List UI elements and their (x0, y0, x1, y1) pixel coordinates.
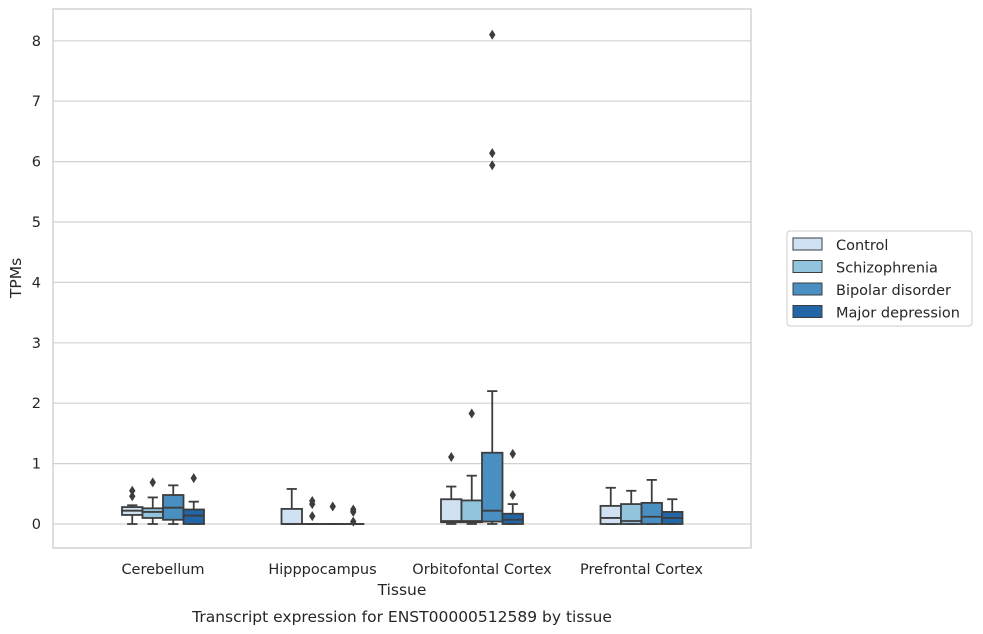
box-major-depression-3 (501, 448, 524, 525)
outlier-point-1 (489, 160, 496, 171)
y-tick-label-8: 8 (32, 34, 41, 50)
outlier-point-1 (329, 501, 336, 512)
box-major-depression-1 (182, 473, 205, 525)
y-axis-label: TPMs (7, 258, 25, 299)
x-tick-label-3: Orbitofontal Cortex (412, 562, 552, 578)
box-iqr (440, 498, 463, 524)
outlier-point-2 (509, 448, 516, 459)
outlier-point-1 (448, 451, 455, 462)
x-axis-label: Tissue (377, 581, 427, 599)
outlier-point-3 (489, 29, 496, 40)
box-bipolar-disorder-1 (162, 484, 185, 525)
box-control-4 (599, 486, 622, 525)
box-iqr (481, 451, 504, 523)
legend-frame (786, 230, 973, 327)
box-iqr (599, 504, 622, 525)
y-tick-label-4: 4 (32, 275, 41, 291)
legend-label-3: Bipolar disorder (836, 283, 951, 299)
plot-frame (52, 8, 752, 549)
legend-label-2: Schizophrenia (836, 261, 938, 277)
y-tick-label-2: 2 (32, 396, 41, 412)
outlier-point-1 (149, 477, 156, 488)
gridlines (53, 40, 751, 525)
legend-swatch-1 (792, 237, 823, 251)
outlier-point-3 (350, 504, 357, 515)
legend-swatch-4 (792, 305, 823, 318)
box-iqr (141, 507, 164, 519)
box-iqr (640, 501, 663, 525)
y-tick-label-1: 1 (32, 457, 41, 473)
y-tick-label-5: 5 (32, 215, 41, 231)
y-tick-label-3: 3 (32, 336, 41, 352)
outlier-point-1 (129, 491, 136, 502)
box-schizophrenia-2 (301, 496, 324, 525)
box-iqr (501, 512, 524, 525)
legend-label-4: Major depression (836, 306, 960, 322)
chart-title: Transcript expression for ENST0000051258… (191, 608, 612, 626)
legend-swatch-2 (792, 260, 823, 273)
y-tick-labels: 0 1 2 3 4 5 6 7 8 (32, 34, 41, 533)
outlier-point-1 (468, 408, 475, 419)
y-tick-label-6: 6 (32, 155, 41, 171)
box-schizophrenia-3 (460, 408, 483, 525)
box-iqr (182, 508, 205, 525)
outlier-point-1 (309, 511, 316, 522)
x-tick-labels: Cerebellum Hipppocampus Orbitofontal Corte… (121, 562, 703, 578)
legend-label-1: Control (836, 238, 888, 254)
box-bipolar-disorder-3 (481, 29, 504, 525)
y-tick-label-7: 7 (32, 94, 41, 110)
legend: Control Schizophrenia Bipolar disorder Majo… (786, 230, 973, 327)
box-bipolar-disorder-4 (640, 479, 663, 525)
x-tick-label-2: Hipppocampus (268, 562, 376, 578)
outlier-point-3 (309, 496, 316, 507)
y-tick-label-0: 0 (32, 517, 41, 533)
box-iqr (460, 499, 483, 524)
outlier-point-1 (350, 516, 357, 527)
box-major-depression-4 (661, 498, 684, 525)
outlier-point-1 (509, 490, 516, 501)
x-tick-label-4: Prefrontal Cortex (580, 562, 703, 578)
box-major-depression-2 (342, 504, 365, 527)
box-control-2 (280, 488, 303, 525)
outlier-point-2 (129, 485, 136, 496)
outlier-point-2 (489, 148, 496, 159)
legend-swatch-3 (792, 282, 823, 296)
outlier-point-1 (190, 473, 197, 484)
x-tick-label-1: Cerebellum (121, 562, 204, 578)
box-iqr (280, 507, 303, 525)
plot-background (53, 9, 751, 548)
box-series (121, 29, 684, 527)
box-schizophrenia-4 (620, 489, 643, 525)
